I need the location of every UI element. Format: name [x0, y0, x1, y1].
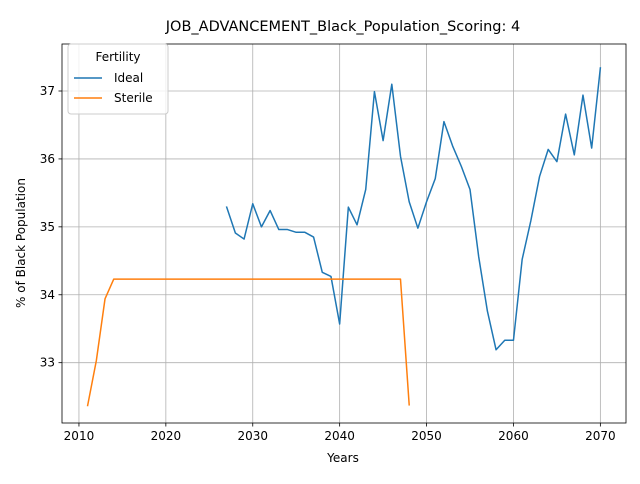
- legend-title: Fertility: [95, 50, 140, 64]
- legend: Fertility Ideal Sterile: [68, 44, 168, 114]
- y-tick-label: 35: [40, 220, 55, 234]
- x-tick-label: 2030: [237, 429, 268, 443]
- x-tick-label: 2010: [64, 429, 95, 443]
- y-tick-label: 33: [40, 356, 55, 370]
- y-axis-title: % of Black Population: [14, 178, 28, 308]
- x-tick-label: 2060: [498, 429, 529, 443]
- y-tick-label: 36: [40, 152, 55, 166]
- x-axis-title: Years: [326, 451, 359, 465]
- x-tick-label: 2070: [585, 429, 616, 443]
- x-tick-label: 2020: [151, 429, 182, 443]
- x-tick-label: 2050: [411, 429, 442, 443]
- chart-title: JOB_ADVANCEMENT_Black_Population_Scoring…: [165, 19, 520, 35]
- y-tick-label: 34: [40, 288, 55, 302]
- legend-label-sterile: Sterile: [114, 91, 153, 105]
- legend-label-ideal: Ideal: [114, 71, 143, 85]
- x-tick-label: 2040: [324, 429, 355, 443]
- y-tick-label: 37: [40, 84, 55, 98]
